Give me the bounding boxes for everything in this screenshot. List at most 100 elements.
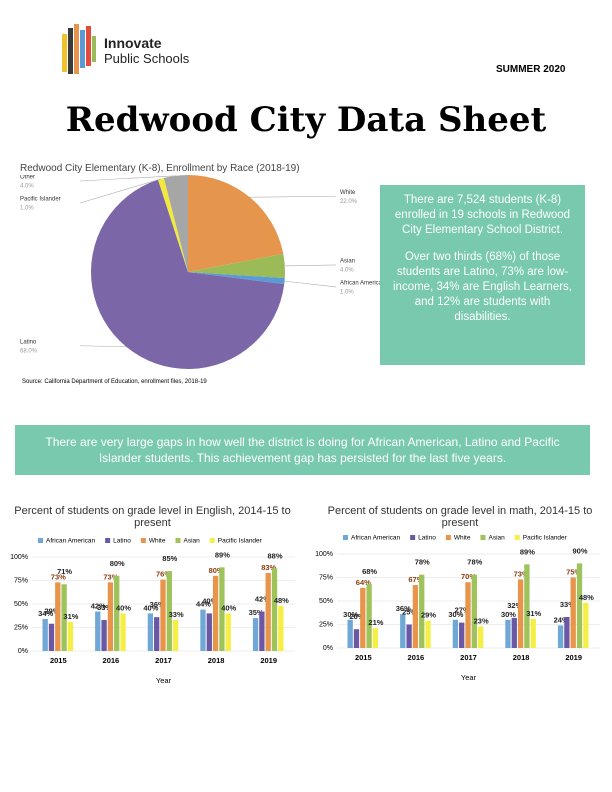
value-label: 25% xyxy=(402,607,417,616)
value-label: 31% xyxy=(63,612,78,621)
y-tick-label: 0% xyxy=(323,645,333,652)
x-tick-label: 2015 xyxy=(355,653,372,662)
value-label: 75% xyxy=(566,567,581,576)
value-label: 80% xyxy=(110,559,125,568)
x-tick-label: 2019 xyxy=(565,653,582,662)
legend-label: African American xyxy=(46,538,96,545)
value-label: 36% xyxy=(396,604,411,613)
value-label: 76% xyxy=(156,570,171,579)
date: SUMMER 2020 xyxy=(496,64,566,75)
bar xyxy=(225,613,231,651)
value-label: 83% xyxy=(261,563,276,572)
callout: There are 7,524 students (K-8) enrolled … xyxy=(380,185,585,365)
pie-value-label: 1.0% xyxy=(340,289,354,295)
y-tick-label: 0% xyxy=(18,648,28,655)
value-label: 73% xyxy=(514,569,529,578)
legend-swatch xyxy=(445,535,451,540)
value-label: 44% xyxy=(196,600,211,609)
bar xyxy=(278,605,284,651)
bar xyxy=(200,609,206,651)
value-label: 48% xyxy=(579,593,594,602)
bar xyxy=(419,574,425,648)
value-label: 33% xyxy=(169,610,184,619)
source-note: Source: California Department of Educati… xyxy=(22,379,207,385)
bar xyxy=(101,619,107,651)
bar xyxy=(95,611,101,651)
bar xyxy=(271,568,278,651)
value-label: 40% xyxy=(221,603,236,612)
pie-label: Asian xyxy=(340,258,355,264)
bar xyxy=(366,584,372,648)
leader-line xyxy=(79,175,176,182)
x-tick-label: 2019 xyxy=(260,656,277,665)
bar xyxy=(400,614,406,648)
bar xyxy=(372,628,379,648)
bar xyxy=(576,563,583,648)
bar xyxy=(42,619,48,651)
y-tick-label: 25% xyxy=(14,624,28,631)
logo-line2: Public Schools xyxy=(104,51,190,66)
bar xyxy=(524,564,530,648)
value-label: 34% xyxy=(38,609,53,618)
value-label: 89% xyxy=(520,547,535,556)
value-label: 89% xyxy=(215,550,230,559)
legend-label: White xyxy=(454,535,471,542)
value-label: 30% xyxy=(343,610,358,619)
pie-label: Pacific Islander xyxy=(20,197,61,203)
bar xyxy=(107,582,114,651)
value-label: 23% xyxy=(474,616,489,625)
value-label: 70% xyxy=(461,572,476,581)
value-label: 33% xyxy=(97,603,112,612)
value-label: 73% xyxy=(51,572,66,581)
legend-swatch xyxy=(343,535,348,540)
value-label: 20% xyxy=(349,612,364,621)
value-label: 29% xyxy=(44,607,59,616)
chart-title: Percent of students on grade level in ma… xyxy=(327,505,593,529)
leader-line xyxy=(79,345,127,348)
logo-mark xyxy=(62,24,96,74)
y-tick-label: 50% xyxy=(319,598,333,605)
value-label: 40% xyxy=(202,596,217,605)
bar xyxy=(412,585,419,648)
bar xyxy=(120,613,126,651)
value-label: 32% xyxy=(507,601,522,610)
value-label: 68% xyxy=(362,567,377,576)
bar xyxy=(160,579,166,651)
bar xyxy=(452,619,459,648)
bar xyxy=(360,587,366,648)
value-label: 85% xyxy=(162,554,177,563)
bar xyxy=(477,626,484,648)
x-tick-label: 2017 xyxy=(155,656,172,665)
bar xyxy=(583,602,589,648)
pie-value-label: 4.0% xyxy=(340,267,354,273)
x-axis-label: Year xyxy=(156,676,172,685)
x-tick-label: 2016 xyxy=(408,653,425,662)
bar xyxy=(172,619,179,651)
legend-swatch xyxy=(480,535,486,540)
pie-label: Other xyxy=(20,175,35,181)
y-tick-label: 75% xyxy=(14,577,28,584)
y-tick-label: 100% xyxy=(315,551,333,558)
bar xyxy=(471,574,477,648)
logo-line1: Innovate xyxy=(104,35,162,51)
bar xyxy=(252,618,259,651)
legend-swatch xyxy=(209,538,215,543)
legend-swatch xyxy=(105,538,111,543)
value-label: 64% xyxy=(356,578,371,587)
bar xyxy=(48,623,55,651)
value-label: 80% xyxy=(209,566,224,575)
leader-line xyxy=(249,195,337,198)
pie-slice xyxy=(163,175,188,272)
value-label: 67% xyxy=(408,575,423,584)
bar xyxy=(570,577,576,648)
legend-swatch xyxy=(38,538,43,543)
value-label: 21% xyxy=(368,618,383,627)
x-tick-label: 2018 xyxy=(208,656,225,665)
value-label: 29% xyxy=(421,611,436,620)
y-tick-label: 100% xyxy=(10,554,28,561)
bar xyxy=(557,625,564,648)
value-label: 33% xyxy=(560,600,575,609)
bar xyxy=(425,620,431,648)
pie-value-label: 1.0% xyxy=(20,206,34,212)
bar xyxy=(530,618,536,648)
